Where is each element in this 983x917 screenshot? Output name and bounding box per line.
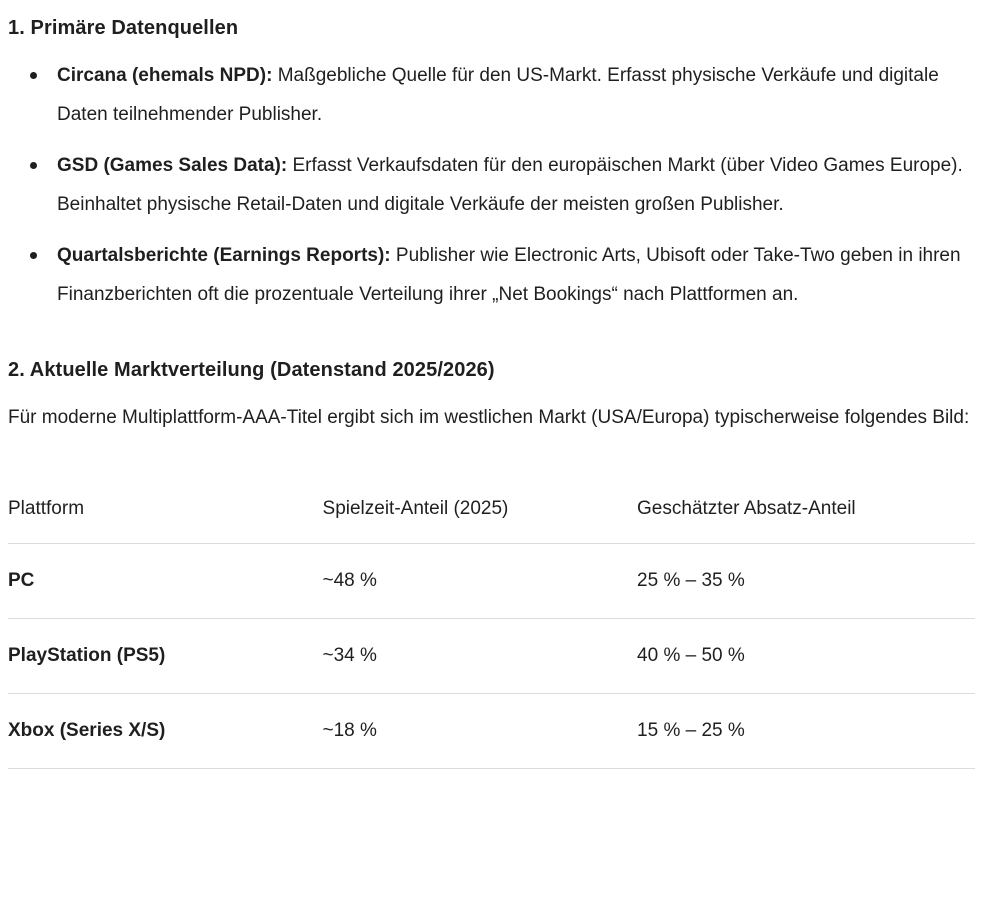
list-item-quartalsberichte: Quartalsberichte (Earnings Reports): Pub…	[8, 236, 975, 314]
platform-name-cell: PlayStation (PS5)	[8, 618, 323, 694]
section-2-heading: 2. Aktuelle Marktverteilung (Datenstand …	[8, 359, 495, 381]
list-item-term: Quartalsberichte (Earnings Reports):	[57, 245, 391, 266]
sales-share-cell: 15 % – 25 %	[637, 693, 975, 769]
platform-name-cell: Xbox (Series X/S)	[8, 693, 323, 769]
bullet-icon	[30, 162, 37, 169]
bullet-icon	[30, 252, 37, 259]
playtime-share-cell: ~48 %	[322, 543, 638, 619]
table-header-row: Plattform Spielzeit-Anteil (2025) Geschä…	[8, 475, 975, 544]
playtime-share-cell: ~34 %	[322, 618, 638, 694]
section-1-heading: 1. Primäre Datenquellen	[8, 17, 239, 39]
list-item-description: Erfasst Verkaufsdaten für den europäisch…	[57, 155, 963, 215]
table-row-playstation: PlayStation (PS5) ~34 % 40 % – 50 %	[8, 618, 975, 694]
table-row-xbox: Xbox (Series X/S) ~18 % 15 % – 25 %	[8, 693, 975, 769]
sales-share-cell: 40 % – 50 %	[637, 618, 975, 694]
list-item-description: Maßgebliche Quelle für den US-Markt. Erf…	[57, 65, 939, 125]
list-item-description: Publisher wie Electronic Arts, Ubisoft o…	[57, 245, 961, 305]
bullet-icon	[30, 72, 37, 79]
sales-share-cell: 25 % – 35 %	[637, 543, 975, 619]
list-item-circana: Circana (ehemals NPD): Maßgebliche Quell…	[8, 56, 975, 134]
list-item-term: GSD (Games Sales Data):	[57, 155, 288, 176]
platform-name-cell: PC	[8, 543, 323, 619]
list-item-term: Circana (ehemals NPD):	[57, 65, 273, 86]
intro-paragraph: Für moderne Multiplattform-AAA-Titel erg…	[8, 407, 970, 428]
playtime-share-cell: ~18 %	[322, 693, 638, 769]
column-header-platform: Plattform	[8, 475, 323, 544]
list-item-gsd: GSD (Games Sales Data): Erfasst Verkaufs…	[8, 146, 975, 224]
market-distribution-table: Plattform Spielzeit-Anteil (2025) Geschä…	[8, 475, 975, 769]
column-header-sales-share: Geschätzter Absatz-Anteil	[637, 475, 975, 544]
document-content: 1. Primäre Datenquellen Circana (ehemals…	[8, 17, 975, 769]
data-sources-list: Circana (ehemals NPD): Maßgebliche Quell…	[8, 56, 975, 314]
column-header-playtime-share: Spielzeit-Anteil (2025)	[322, 475, 638, 544]
table-row-pc: PC ~48 % 25 % – 35 %	[8, 543, 975, 619]
